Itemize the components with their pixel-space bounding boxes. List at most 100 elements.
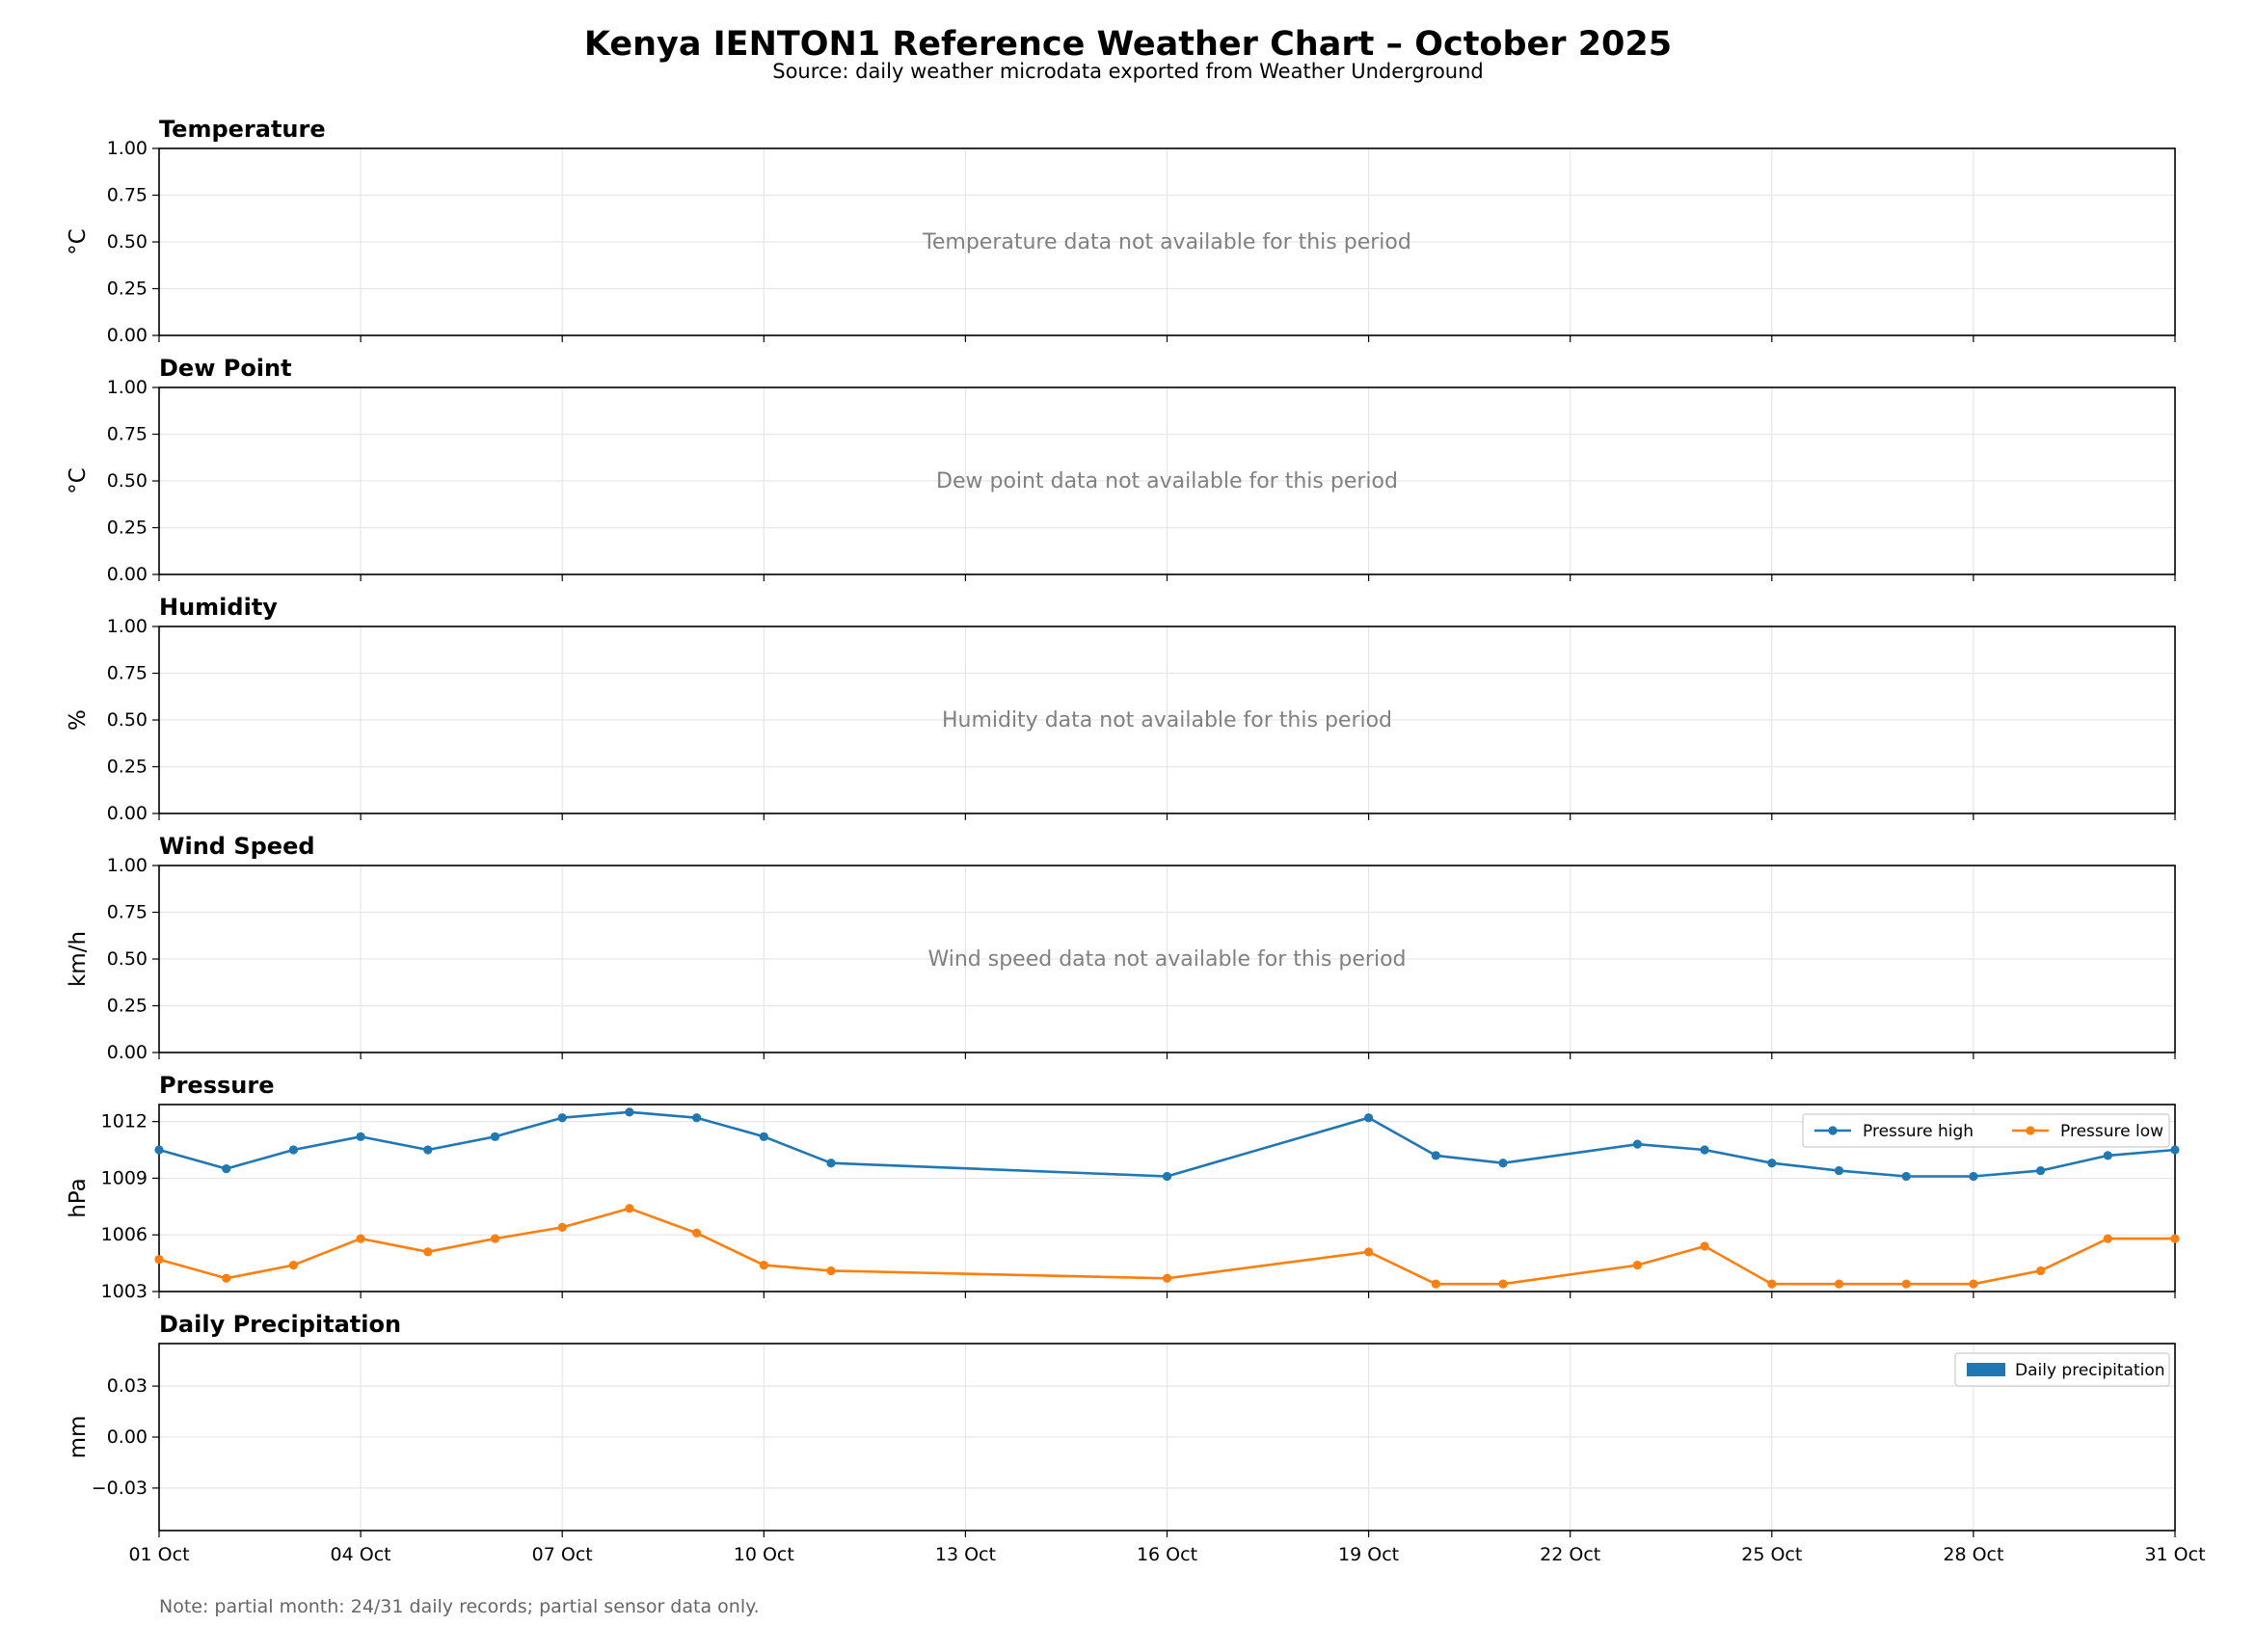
y-tick-label: 0.25 xyxy=(107,757,148,778)
panels-group: 0.00 0.25 0.50 0.75 1.00 Temperature °C Tempera… xyxy=(66,116,2206,1565)
y-axis-label: % xyxy=(66,709,91,731)
y-tick-label: 1009 xyxy=(101,1167,148,1188)
no-data-annotation: Humidity data not available for this per… xyxy=(942,708,1392,733)
x-tick-label: 01 Oct xyxy=(128,1544,189,1565)
axes-frame xyxy=(158,1343,2176,1532)
legend: Daily precipitation xyxy=(1954,1352,2170,1387)
footer-note: Note: partial month: 24/31 daily records… xyxy=(159,1596,760,1617)
data-point xyxy=(826,1159,836,1168)
x-tick-label: 13 Oct xyxy=(935,1544,996,1565)
legend-box xyxy=(1802,1113,2170,1148)
y-tick-label: 0.50 xyxy=(107,709,148,731)
data-point xyxy=(692,1228,702,1238)
y-tick-label: 1.00 xyxy=(107,377,148,398)
x-tick-label: 07 Oct xyxy=(532,1544,593,1565)
data-point xyxy=(154,1255,164,1265)
data-point xyxy=(1834,1165,1844,1176)
axes-frame xyxy=(158,626,2176,814)
panel-title: Daily Precipitation xyxy=(159,1311,401,1338)
data-point xyxy=(490,1234,500,1243)
data-point xyxy=(356,1132,365,1141)
figure-subtitle: Source: daily weather microdata exported… xyxy=(772,60,1484,83)
data-point xyxy=(490,1132,500,1141)
data-point xyxy=(1498,1159,1508,1168)
data-point xyxy=(154,1145,164,1155)
panel-humidity: 0.00 0.25 0.50 0.75 1.00 Humidity% Humidity da… xyxy=(66,594,2176,824)
panel-pressure: 1003 1006 1009 1012 Pressure hPa Pressure high… xyxy=(66,1072,2180,1302)
panel-title: Pressure xyxy=(159,1072,274,1099)
data-point xyxy=(1834,1279,1844,1289)
x-tick-label: 04 Oct xyxy=(331,1544,391,1565)
legend-box xyxy=(1954,1352,2170,1387)
panel-title: Temperature xyxy=(159,116,326,143)
y-axis-label: km/h xyxy=(66,931,91,987)
axes-frame xyxy=(158,147,2176,336)
x-tick-label: 31 Oct xyxy=(2144,1544,2205,1565)
no-data-annotation: Temperature data not available for this … xyxy=(922,230,1411,254)
y-tick-label: 0.00 xyxy=(107,1042,148,1063)
data-point xyxy=(2103,1151,2112,1160)
data-point xyxy=(356,1234,365,1243)
data-point xyxy=(2170,1234,2180,1243)
data-point xyxy=(2103,1234,2112,1243)
data-point xyxy=(1498,1279,1508,1289)
panel-wind-speed: 0.00 0.25 0.50 0.75 1.00 Wind Speed km/h Wind s… xyxy=(66,833,2176,1063)
legend-swatch xyxy=(1967,1363,2005,1376)
y-axis-label: hPa xyxy=(66,1178,91,1218)
data-point xyxy=(222,1164,231,1174)
data-point xyxy=(1700,1145,1709,1155)
y-tick-label: 1012 xyxy=(101,1111,148,1132)
data-point xyxy=(288,1260,298,1270)
y-tick-label: 0.75 xyxy=(107,663,148,684)
legend-marker xyxy=(2026,1126,2035,1135)
data-point xyxy=(625,1107,634,1117)
data-point xyxy=(1431,1279,1440,1289)
data-point xyxy=(1632,1139,1642,1149)
y-tick-label: 1.00 xyxy=(107,855,148,876)
x-tick-label: 19 Oct xyxy=(1338,1544,1399,1565)
y-tick-label: 0.50 xyxy=(107,231,148,253)
data-point xyxy=(759,1260,768,1270)
y-tick-label: 0.25 xyxy=(107,996,148,1017)
legend-marker xyxy=(1828,1126,1838,1135)
data-point xyxy=(826,1266,836,1276)
y-tick-label: 0.75 xyxy=(107,424,148,445)
y-tick-label: 0.00 xyxy=(107,1426,148,1448)
y-tick-label: 0.25 xyxy=(107,279,148,300)
data-point xyxy=(692,1113,702,1123)
figure-title: Kenya IENTON1 Reference Weather Chart – … xyxy=(584,25,1672,64)
axes-frame xyxy=(158,1104,2176,1292)
data-point xyxy=(2170,1145,2180,1155)
y-tick-label: 0.50 xyxy=(107,948,148,970)
data-point xyxy=(1364,1113,1374,1123)
y-tick-label: 0.75 xyxy=(107,902,148,923)
panel-title: Dew Point xyxy=(159,355,292,382)
y-tick-label: 0.03 xyxy=(107,1375,148,1397)
data-point xyxy=(1767,1159,1777,1168)
panel-dew-point: 0.00 0.25 0.50 0.75 1.00 Dew Point °C Dew point… xyxy=(66,355,2176,585)
data-point xyxy=(1632,1260,1642,1270)
panel-temperature: 0.00 0.25 0.50 0.75 1.00 Temperature °C Tempera… xyxy=(66,116,2176,346)
data-point xyxy=(1162,1171,1172,1182)
legend-label: Pressure low xyxy=(2060,1122,2163,1141)
y-tick-label: 0.00 xyxy=(107,564,148,585)
x-tick-label: 28 Oct xyxy=(1943,1544,2003,1565)
data-point xyxy=(1700,1241,1709,1251)
data-point xyxy=(423,1145,433,1155)
y-axis-label: mm xyxy=(66,1416,91,1459)
axes-frame xyxy=(158,386,2176,575)
y-tick-label: −0.03 xyxy=(92,1478,148,1499)
data-point xyxy=(1364,1247,1374,1257)
legend: Pressure high Pressure low xyxy=(1802,1113,2170,1148)
data-point xyxy=(1901,1171,1911,1182)
y-tick-label: 0.50 xyxy=(107,470,148,492)
y-tick-label: 0.25 xyxy=(107,518,148,539)
data-point xyxy=(759,1132,768,1141)
data-point xyxy=(1901,1279,1911,1289)
data-point xyxy=(1431,1151,1440,1160)
y-axis-label: °C xyxy=(66,228,91,255)
panel-title: Humidity xyxy=(159,594,278,621)
legend-label: Pressure high xyxy=(1863,1122,1974,1141)
